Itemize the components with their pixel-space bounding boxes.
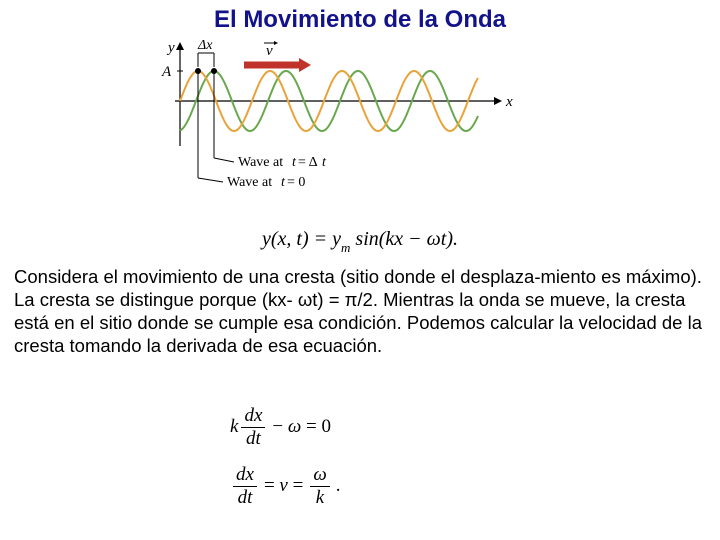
- svg-text:t: t: [322, 155, 327, 170]
- body-paragraph: Considera el movimiento de una cresta (s…: [14, 265, 714, 358]
- svg-text:y: y: [166, 40, 175, 56]
- svg-text:= Δ: = Δ: [298, 155, 318, 170]
- page-title: El Movimiento de la Onda: [0, 6, 720, 34]
- eq2-k: k: [230, 416, 238, 438]
- wave-diagram: yx ΔxAvWave at t = ΔtWave at t = 0: [150, 36, 570, 226]
- eq2-den: dt: [243, 428, 264, 450]
- svg-text:Δx: Δx: [197, 38, 213, 53]
- derivative-equations: k dx dt − ω = 0 dx dt = v = ω k .: [230, 405, 340, 522]
- eq2-rest: − ω = 0: [272, 416, 331, 438]
- eq2-num: dx: [241, 405, 265, 428]
- svg-text:t: t: [292, 155, 297, 170]
- svg-text:v: v: [266, 43, 273, 59]
- equation-3: dx dt = v = ω k .: [230, 464, 340, 509]
- svg-text:t: t: [281, 175, 286, 190]
- eq3-num: dx: [233, 464, 257, 487]
- equation-main: y(x, t) = ym sin(kx − ωt).: [0, 228, 720, 254]
- eq3-eqv: = v =: [264, 475, 303, 497]
- svg-text:Wave at: Wave at: [238, 155, 283, 170]
- equation-2: k dx dt − ω = 0: [230, 405, 340, 450]
- svg-text:x: x: [505, 94, 513, 110]
- svg-text:Wave at: Wave at: [227, 175, 272, 190]
- eq3-k: k: [313, 487, 327, 509]
- svg-text:A: A: [161, 64, 172, 80]
- svg-text:= 0: = 0: [287, 175, 305, 190]
- eq3-omega: ω: [310, 464, 329, 487]
- eq3-den: dt: [235, 487, 256, 509]
- eq3-dot: .: [336, 475, 341, 497]
